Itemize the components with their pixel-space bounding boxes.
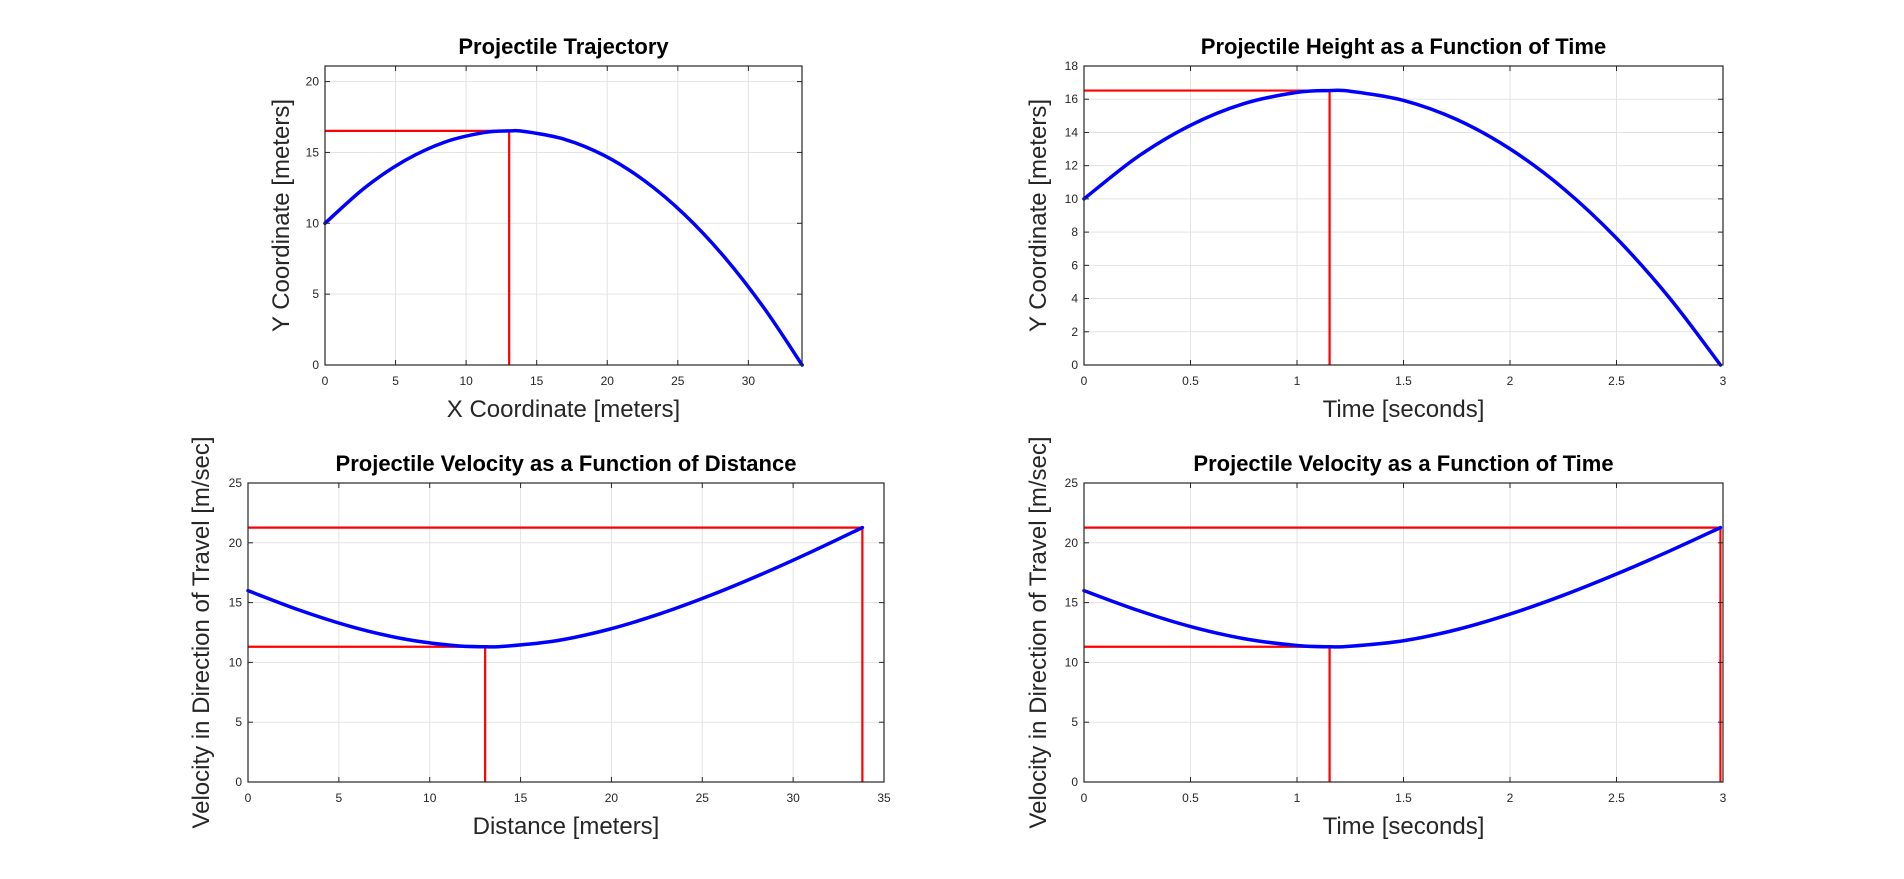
y-tick-label: 12 [1065, 159, 1079, 173]
y-tick-label: 10 [1065, 655, 1079, 669]
y-tick-label: 25 [1065, 476, 1079, 490]
y-tick-label: 8 [1071, 225, 1078, 239]
x-tick-label: 15 [514, 791, 528, 805]
data-curve [1082, 88, 1723, 367]
x-tick-label: 1.5 [1395, 791, 1412, 805]
y-tick-label: 20 [1065, 536, 1079, 550]
chart-title: Projectile Velocity as a Function of Dis… [336, 451, 797, 476]
chart-title: Projectile Velocity as a Function of Tim… [1193, 451, 1613, 476]
data-curve [1082, 525, 1723, 649]
y-tick-label: 20 [229, 536, 243, 550]
x-tick-label: 0 [245, 791, 252, 805]
x-tick-label: 1 [1294, 374, 1301, 388]
x-tick-label: 0 [1081, 791, 1088, 805]
x-axis-label: Distance [meters] [473, 813, 660, 840]
y-tick-label: 18 [1065, 59, 1079, 73]
x-tick-label: 10 [459, 374, 473, 388]
y-tick-label: 0 [1071, 775, 1078, 789]
x-tick-label: 30 [742, 374, 756, 388]
axes-box [324, 65, 803, 366]
x-tick-label: 3 [1720, 374, 1727, 388]
x-tick-label: 5 [336, 791, 343, 805]
y-tick-label: 10 [229, 655, 243, 669]
y-axis-label: Velocity in Direction of Travel [m/sec] [188, 436, 215, 828]
y-tick-label: 15 [1065, 596, 1079, 610]
y-tick-label: 15 [229, 596, 243, 610]
x-tick-label: 2 [1507, 791, 1514, 805]
x-tick-label: 25 [671, 374, 685, 388]
subplot-3: 0 5 10 15 20 25 30 35 0 5 10 15 20 25 Projectile Veloc… [188, 436, 891, 840]
x-tick-label: 20 [601, 374, 615, 388]
y-tick-label: 5 [1071, 715, 1078, 729]
x-tick-label: 0 [1081, 374, 1088, 388]
x-tick-label: 5 [392, 374, 399, 388]
y-tick-label: 5 [312, 287, 319, 301]
y-tick-label: 6 [1071, 258, 1078, 272]
x-axis-label: Time [seconds] [1323, 396, 1485, 423]
axes-box [247, 482, 885, 783]
plot-area [325, 66, 802, 365]
y-tick-label: 0 [312, 358, 319, 372]
y-tick-label: 20 [306, 75, 320, 89]
x-axis-label: X Coordinate [meters] [447, 396, 680, 423]
subplot-1: 0 5 10 15 20 25 30 0 5 10 15 20 Projectile Trajector… [268, 34, 804, 423]
y-tick-label: 5 [235, 715, 242, 729]
plot-area [248, 483, 884, 782]
x-tick-label: 2 [1507, 374, 1514, 388]
subplot-4: 0 0.5 1 1.5 2 2.5 3 0 5 10 15 20 25 Projectile Veloci… [1025, 436, 1727, 840]
y-tick-label: 10 [1065, 192, 1079, 206]
x-tick-label: 30 [786, 791, 800, 805]
x-tick-label: 20 [605, 791, 619, 805]
y-tick-label: 2 [1071, 325, 1078, 339]
y-axis-label: Y Coordinate [meters] [1025, 99, 1052, 332]
y-tick-label: 16 [1065, 92, 1079, 106]
x-tick-label: 1.5 [1395, 374, 1412, 388]
chart-title: Projectile Height as a Function of Time [1201, 34, 1606, 59]
data-curve [323, 128, 804, 367]
y-tick-label: 0 [235, 775, 242, 789]
x-axis-label: Time [seconds] [1323, 813, 1485, 840]
x-tick-label: 0.5 [1182, 374, 1199, 388]
x-tick-label: 0 [322, 374, 329, 388]
y-tick-label: 14 [1065, 125, 1079, 139]
y-tick-label: 25 [229, 476, 243, 490]
chart-title: Projectile Trajectory [458, 34, 669, 59]
y-axis-label: Velocity in Direction of Travel [m/sec] [1025, 436, 1052, 828]
data-curve [246, 525, 865, 649]
y-tick-label: 15 [306, 145, 320, 159]
x-tick-label: 15 [530, 374, 544, 388]
subplot-2: 0 0.5 1 1.5 2 2.5 3 0 2 4 6 8 10 12 14 16 18 Projectile H… [1025, 34, 1727, 423]
x-tick-label: 0.5 [1182, 791, 1199, 805]
y-tick-label: 4 [1071, 292, 1078, 306]
x-tick-label: 35 [877, 791, 891, 805]
y-tick-label: 0 [1071, 358, 1078, 372]
y-axis-label: Y Coordinate [meters] [268, 99, 295, 332]
x-tick-label: 25 [696, 791, 710, 805]
y-tick-label: 10 [306, 216, 320, 230]
x-tick-label: 3 [1720, 791, 1727, 805]
x-tick-label: 10 [423, 791, 437, 805]
x-tick-label: 1 [1294, 791, 1301, 805]
x-tick-label: 2.5 [1608, 791, 1625, 805]
x-tick-label: 2.5 [1608, 374, 1625, 388]
